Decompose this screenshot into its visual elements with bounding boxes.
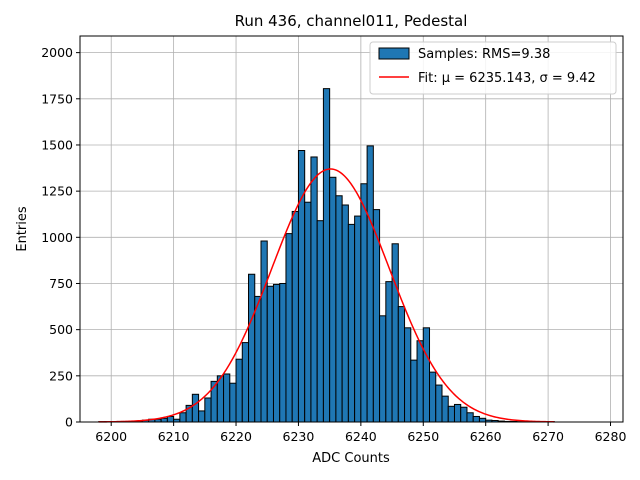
y-axis-label: Entries xyxy=(15,206,30,252)
histogram-bar xyxy=(279,282,287,423)
histogram-bar xyxy=(254,295,262,423)
y-tick-label: 250 xyxy=(49,368,73,383)
histogram-bar xyxy=(429,371,437,423)
histogram-bar xyxy=(241,342,250,423)
legend-label-fit: Fit: μ = 6235.143, σ = 9.42 xyxy=(418,71,596,86)
histogram-bar xyxy=(466,412,474,423)
x-tick-label: 6260 xyxy=(470,429,502,444)
histogram-bar xyxy=(235,358,243,423)
histogram-bar xyxy=(435,384,443,423)
histogram-bar xyxy=(447,405,455,423)
histogram-bar xyxy=(160,417,168,423)
histogram-bar xyxy=(198,410,206,423)
histogram-bar xyxy=(210,380,218,423)
legend-label-samples: Samples: RMS=9.38 xyxy=(418,47,550,62)
histogram-bar xyxy=(272,283,281,423)
histogram-bar xyxy=(304,201,312,423)
histogram-bar xyxy=(322,88,331,423)
x-tick-label: 6200 xyxy=(95,429,127,444)
histogram-bar xyxy=(404,327,412,423)
x-tick-label: 6250 xyxy=(407,429,439,444)
histogram-bar xyxy=(441,395,449,423)
histogram-bar xyxy=(422,327,431,423)
histogram-bar xyxy=(248,273,256,423)
histogram-bar xyxy=(260,240,268,423)
chart-title: Run 436, channel011, Pedestal xyxy=(235,12,468,30)
histogram-bar xyxy=(397,306,406,423)
histogram-bar xyxy=(391,243,399,423)
x-tick-label: 6220 xyxy=(220,429,252,444)
histogram-bar xyxy=(166,415,175,423)
legend: Samples: RMS=9.38 Fit: μ = 6235.143, σ =… xyxy=(369,41,617,95)
histogram-bar xyxy=(204,397,212,423)
x-tick-label: 6280 xyxy=(595,429,627,444)
fit-curve xyxy=(98,168,555,423)
histogram-bar xyxy=(478,417,487,423)
histogram-bar xyxy=(316,220,324,423)
histogram-bar xyxy=(297,150,306,423)
histogram-bar xyxy=(460,406,468,423)
histogram-bar xyxy=(229,382,237,423)
legend-box xyxy=(369,41,617,95)
x-axis-label: ADC Counts xyxy=(312,451,390,466)
histogram-bar xyxy=(285,233,293,423)
histogram-bar xyxy=(354,215,362,423)
histogram-bar xyxy=(385,281,393,423)
histogram-bar xyxy=(335,195,343,423)
histogram-bar xyxy=(379,315,387,423)
y-tick-label: 0 xyxy=(65,415,73,430)
histogram-bar xyxy=(410,359,418,423)
x-tick-label: 6270 xyxy=(532,429,564,444)
plot-frame xyxy=(79,35,624,423)
histogram-bar xyxy=(472,415,480,423)
histogram-bar xyxy=(310,156,318,423)
histogram-bar xyxy=(223,373,231,423)
histogram-bar xyxy=(341,204,349,423)
y-tick-label: 500 xyxy=(49,322,73,337)
y-tick-label: 1250 xyxy=(41,184,73,199)
histogram-bar xyxy=(347,223,356,423)
x-tick-label: 6210 xyxy=(158,429,190,444)
y-tick-label: 1750 xyxy=(41,91,73,106)
y-axis-ticks: 0 250 500 750 1000 1250 1500 1750 2000 xyxy=(41,45,80,430)
histogram-bar xyxy=(266,285,274,423)
histogram-bar xyxy=(291,210,299,423)
y-tick-label: 2000 xyxy=(41,45,73,60)
histogram-bar xyxy=(329,176,337,423)
histogram-bar xyxy=(416,340,424,423)
histogram-bar xyxy=(191,393,200,423)
legend-swatch-samples xyxy=(378,47,410,60)
y-tick-label: 750 xyxy=(49,276,73,291)
x-axis-ticks: 6200 6210 6220 6230 6240 6250 6260 6270 6280 xyxy=(95,422,626,444)
histogram-bar xyxy=(216,375,225,423)
histogram-bar xyxy=(366,145,374,423)
histogram-bar xyxy=(360,183,368,423)
histogram-bar xyxy=(179,412,187,423)
y-tick-label: 1000 xyxy=(41,230,73,245)
x-tick-label: 6230 xyxy=(283,429,315,444)
histogram-bar xyxy=(453,403,462,423)
y-tick-label: 1500 xyxy=(41,137,73,152)
x-tick-label: 6240 xyxy=(345,429,377,444)
